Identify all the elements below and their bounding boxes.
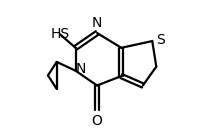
Text: N: N xyxy=(76,62,86,76)
Text: O: O xyxy=(92,114,102,128)
Text: HS: HS xyxy=(50,27,70,41)
Text: S: S xyxy=(156,33,164,47)
Text: N: N xyxy=(92,16,102,30)
